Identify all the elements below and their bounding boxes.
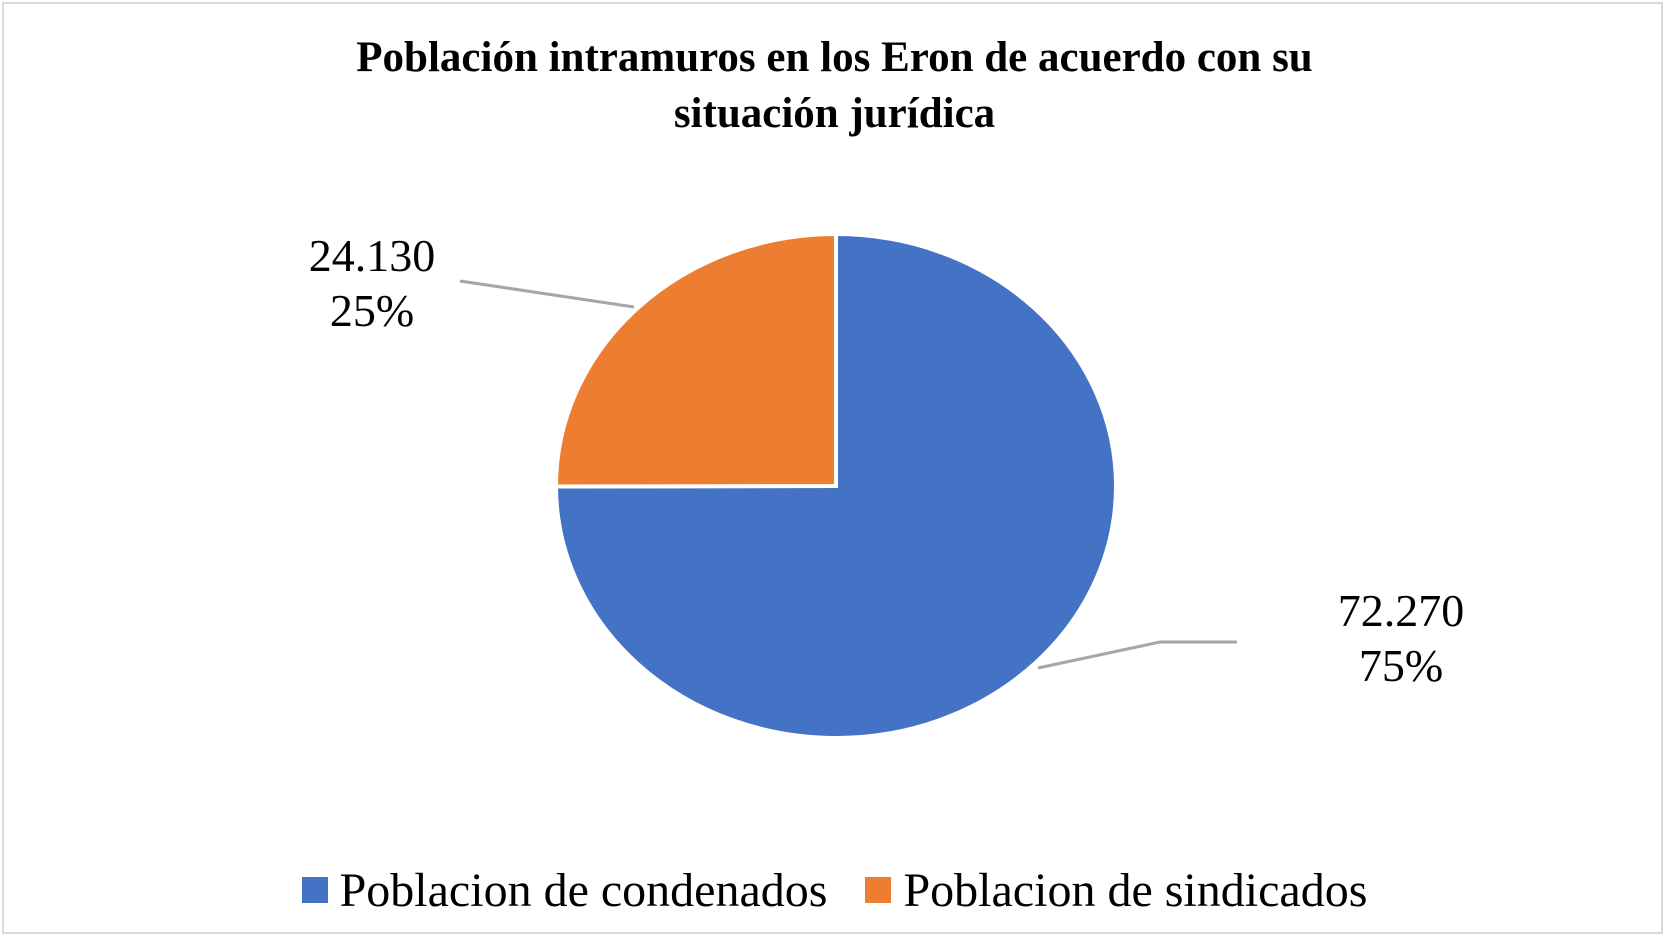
chart-legend: Poblacion de condenados Poblacion de sin… bbox=[0, 855, 1669, 925]
data-label-condenados-percent: 75% bbox=[1358, 640, 1444, 691]
pie-slice-condenados bbox=[553, 231, 1118, 740]
legend-swatch-sindicados bbox=[865, 877, 892, 903]
chart-title: Población intramuros en los Eron de acue… bbox=[0, 30, 1669, 142]
data-label-condenados-value: 72.270 bbox=[1337, 585, 1465, 636]
legend-item-condenados: Poblacion de condenados bbox=[301, 863, 828, 918]
legend-label-condenados: Poblacion de condenados bbox=[339, 863, 828, 917]
chart-title-line-2: situación jurídica bbox=[673, 90, 996, 137]
data-label-sindicados: 24.130 25% bbox=[272, 228, 472, 338]
pie-slice-sindicados bbox=[553, 231, 838, 489]
chart-title-line-1: Población intramuros en los Eron de acue… bbox=[356, 34, 1313, 81]
data-label-condenados: 72.270 75% bbox=[1301, 583, 1501, 693]
legend-label-sindicados: Poblacion de sindicados bbox=[903, 863, 1368, 917]
leader-line-condenados bbox=[1037, 640, 1237, 670]
data-label-sindicados-percent: 25% bbox=[329, 285, 415, 336]
data-label-sindicados-value: 24.130 bbox=[308, 230, 436, 281]
leader-line-sindicados bbox=[459, 279, 635, 309]
legend-swatch-condenados bbox=[301, 877, 328, 903]
legend-item-sindicados: Poblacion de sindicados bbox=[865, 863, 1367, 918]
